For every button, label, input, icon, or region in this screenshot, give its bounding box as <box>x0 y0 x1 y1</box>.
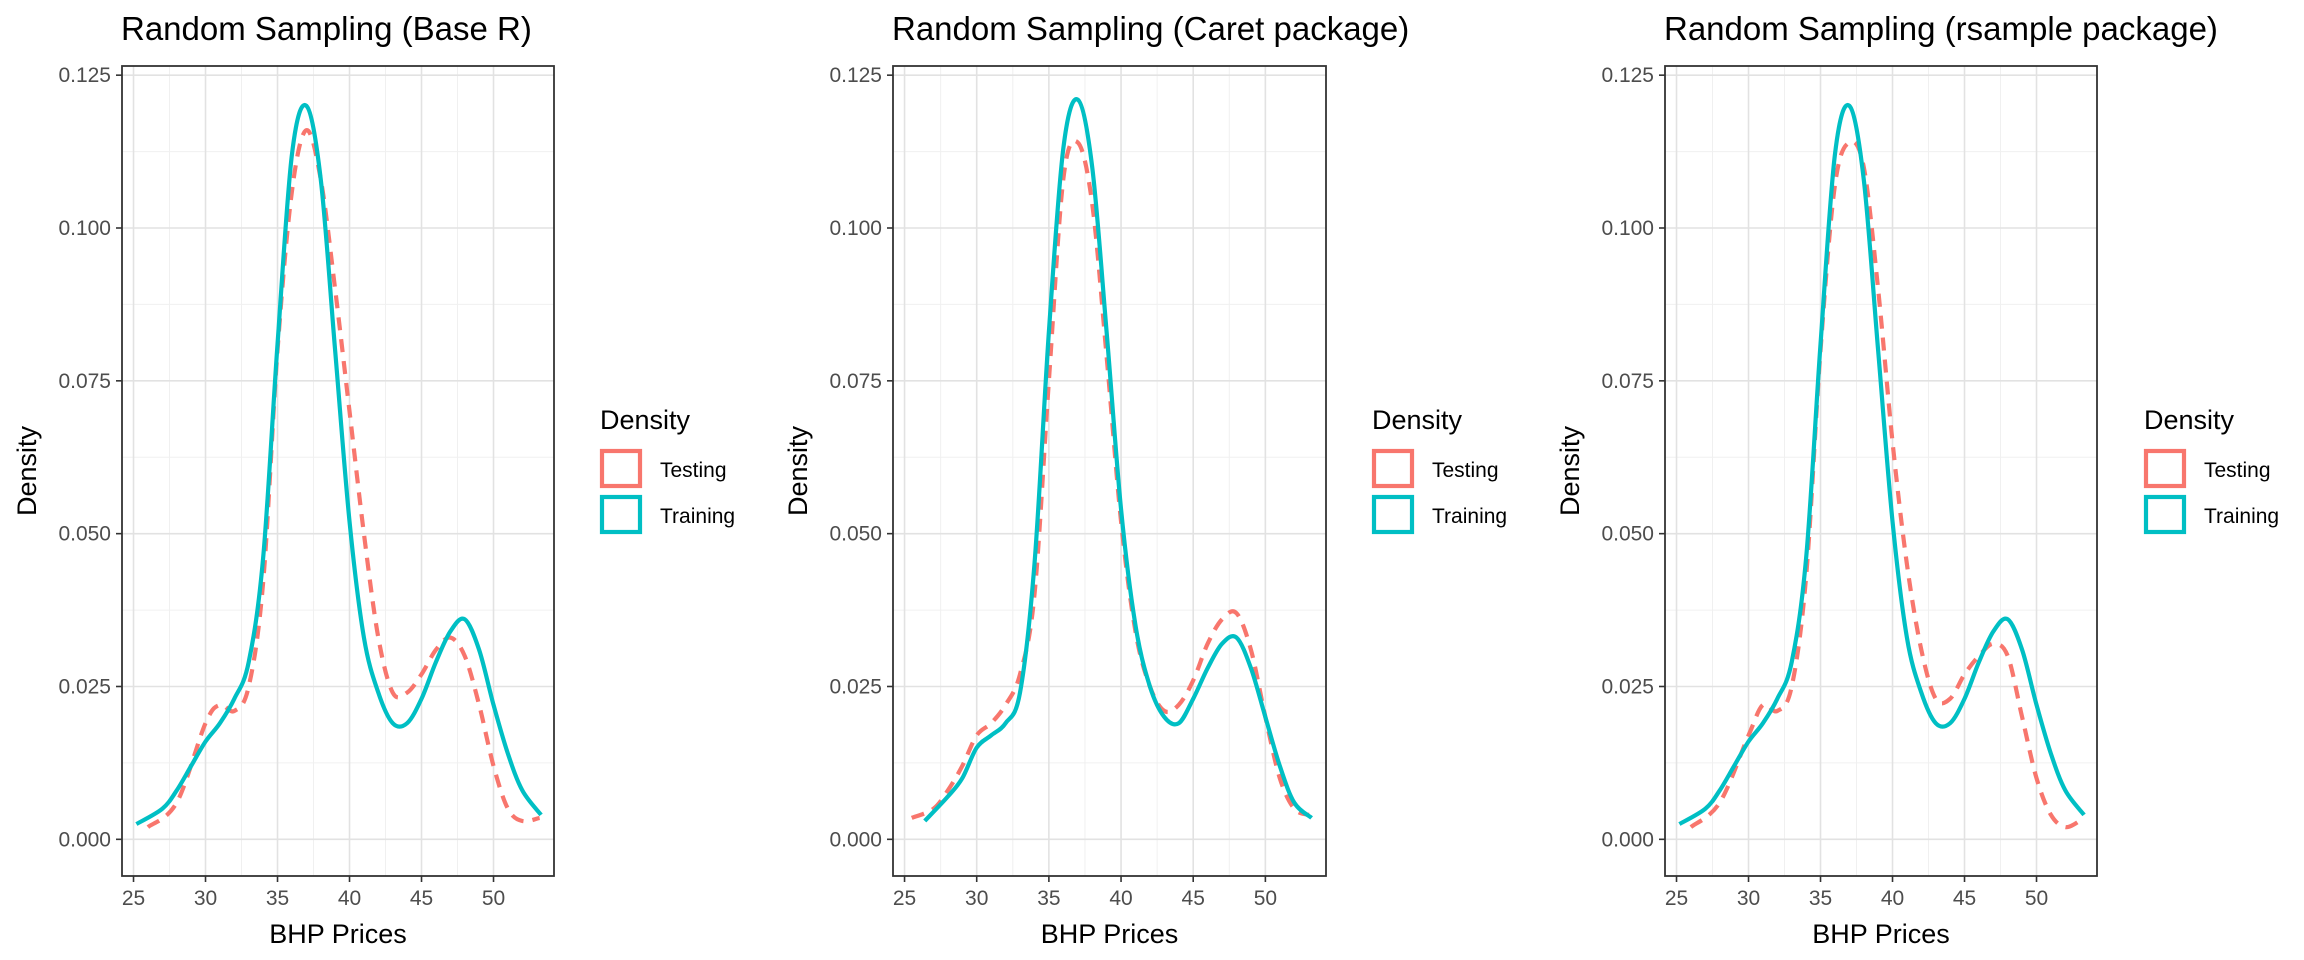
y-tick-label: 0.075 <box>58 370 111 393</box>
x-tick-label: 30 <box>194 887 217 910</box>
x-tick-label: 50 <box>482 887 505 910</box>
y-axis: 0.000 0.025 0.050 0.075 0.100 0.125 <box>58 64 122 851</box>
x-axis: 25 30 35 40 45 50 <box>122 876 505 910</box>
y-axis-title: Density <box>12 425 42 516</box>
gridlines <box>893 66 1326 876</box>
legend-key-testing <box>599 448 643 489</box>
x-tick-label: 50 <box>1254 887 1277 910</box>
y-tick-label: 0.125 <box>829 64 882 87</box>
y-tick-label: 0.000 <box>58 828 111 851</box>
y-tick-label: 0.000 <box>829 828 882 851</box>
y-tick-label: 0.100 <box>58 217 111 240</box>
y-tick-label: 0.050 <box>58 523 111 546</box>
legend-key-training <box>2143 494 2187 535</box>
y-axis: 0.000 0.025 0.050 0.075 0.100 0.125 <box>829 64 893 851</box>
series-line-training <box>135 102 543 826</box>
panel-border <box>1664 65 2098 877</box>
x-tick-label: 35 <box>1809 887 1832 910</box>
x-tick-label: 25 <box>893 887 916 910</box>
x-tick-label: 35 <box>266 887 289 910</box>
legend-label-testing: Testing <box>1432 459 1499 482</box>
y-tick-label: 0.075 <box>829 370 882 393</box>
chart-title: Random Sampling (Base R) <box>121 10 532 47</box>
x-axis-title: BHP Prices <box>269 919 407 949</box>
legend: Density Testing Training <box>599 405 735 535</box>
y-tick-label: 0.050 <box>1601 523 1654 546</box>
y-tick-label: 0.025 <box>1601 675 1654 698</box>
x-tick-label: 40 <box>1881 887 1904 910</box>
x-axis-title: BHP Prices <box>1041 919 1179 949</box>
legend-key-testing <box>1371 448 1415 489</box>
x-tick-label: 50 <box>2025 887 2048 910</box>
legend-title: Density <box>600 405 691 435</box>
x-axis: 25 30 35 40 45 50 <box>1665 876 2048 910</box>
y-axis: 0.000 0.025 0.050 0.075 0.100 0.125 <box>1601 64 1665 851</box>
legend: Density Testing Training <box>2143 405 2279 535</box>
y-axis-title: Density <box>1555 425 1585 516</box>
y-tick-label: 0.075 <box>1601 370 1654 393</box>
y-tick-label: 0.000 <box>1601 828 1654 851</box>
series-line-training <box>1678 102 2086 826</box>
y-tick-label: 0.050 <box>829 523 882 546</box>
legend-label-testing: Testing <box>2204 459 2271 482</box>
legend-label-training: Training <box>660 505 735 528</box>
x-tick-label: 45 <box>410 887 433 910</box>
plot-background <box>122 66 554 876</box>
y-tick-label: 0.100 <box>829 217 882 240</box>
legend-key-testing <box>2143 448 2187 489</box>
legend-title: Density <box>1372 405 1463 435</box>
series-group <box>135 102 543 829</box>
chart-panel-2: Random Sampling (Caret package) 0.000 0.02… <box>783 10 1507 949</box>
legend-key-training <box>599 494 643 535</box>
series-line-testing <box>910 138 1310 820</box>
x-axis: 25 30 35 40 45 50 <box>893 876 1277 910</box>
y-tick-label: 0.025 <box>829 675 882 698</box>
x-tick-label: 45 <box>1953 887 1976 910</box>
chart-panel-3: Random Sampling (rsample package)0.0000.… <box>1555 10 2279 949</box>
x-tick-label: 45 <box>1182 887 1205 910</box>
x-tick-label: 40 <box>1109 887 1132 910</box>
legend-label-testing: Testing <box>660 459 727 482</box>
legend-label-training: Training <box>2204 505 2279 528</box>
x-tick-label: 25 <box>122 887 145 910</box>
chart-panel-1: Random Sampling (Base R)0.0000.0250.0500… <box>12 10 735 949</box>
chart-title: Random Sampling (rsample package) <box>1664 10 2218 47</box>
x-axis-title: BHP Prices <box>1812 919 1950 949</box>
series-line-training <box>923 97 1313 823</box>
plot-background <box>1665 66 2097 876</box>
x-tick-label: 40 <box>338 887 361 910</box>
x-tick-label: 35 <box>1037 887 1060 910</box>
y-tick-label: 0.125 <box>58 64 111 87</box>
legend-title: Density <box>2144 405 2235 435</box>
plot-background <box>893 66 1326 876</box>
gridlines <box>122 66 554 876</box>
series-group <box>910 97 1313 823</box>
legend: Density Testing Training <box>1371 405 1507 535</box>
legend-label-training: Training <box>1432 505 1507 528</box>
series-line-testing <box>1689 139 2081 830</box>
x-tick-label: 30 <box>965 887 988 910</box>
y-tick-label: 0.125 <box>1601 64 1654 87</box>
y-tick-label: 0.100 <box>1601 217 1654 240</box>
panel-border <box>121 65 555 877</box>
x-tick-label: 30 <box>1737 887 1760 910</box>
legend-key-training <box>1371 494 1415 535</box>
y-axis-title: Density <box>783 425 813 516</box>
y-tick-label: 0.025 <box>58 675 111 698</box>
x-tick-label: 25 <box>1665 887 1688 910</box>
panel-border <box>892 65 1327 877</box>
series-group <box>1678 102 2086 830</box>
chart-title: Random Sampling (Caret package) <box>892 10 1409 47</box>
